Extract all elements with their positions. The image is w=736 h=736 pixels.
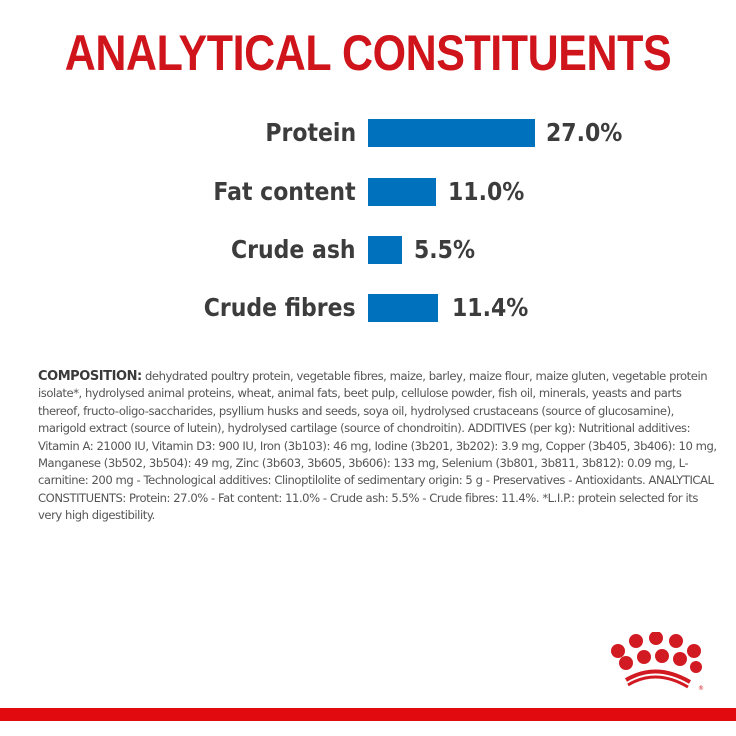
row-label: Crude ash — [231, 235, 356, 264]
row-value: 11.4% — [452, 293, 529, 322]
bar — [368, 236, 402, 264]
bar — [368, 119, 535, 147]
crown-icon: ® — [611, 632, 704, 692]
page-title: ANALYTICAL CONSTITUENTS — [64, 25, 672, 81]
chart-row-ash: Crude ash 5.5% — [0, 235, 736, 266]
bar — [368, 294, 438, 322]
chart-row-fibres: Crude fibres 11.4% — [0, 293, 736, 324]
composition-text: COMPOSITION: dehydrated poultry protein,… — [38, 368, 718, 525]
row-label: Crude fibres — [204, 293, 356, 322]
bar — [368, 178, 436, 206]
row-label: Protein — [265, 118, 356, 147]
composition-heading: COMPOSITION: — [38, 369, 142, 384]
row-value: 5.5% — [414, 235, 476, 264]
chart-row-fat: Fat content 11.0% — [0, 177, 736, 208]
chart-row-protein: Protein 27.0% — [0, 118, 736, 149]
composition-body: dehydrated poultry protein, vegetable fi… — [38, 369, 717, 523]
row-label: Fat content — [213, 177, 356, 206]
svg-text:®: ® — [698, 685, 704, 692]
bottom-stripe — [0, 708, 736, 721]
row-value: 11.0% — [448, 177, 525, 206]
row-value: 27.0% — [546, 118, 623, 147]
